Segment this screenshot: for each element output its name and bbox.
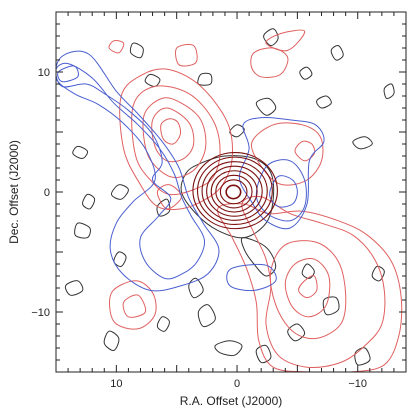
red-contour xyxy=(217,203,403,372)
black-contour xyxy=(197,72,213,86)
black-contour xyxy=(74,222,91,239)
red-contour xyxy=(265,29,306,52)
red-contour xyxy=(250,47,289,78)
black-contour xyxy=(352,136,373,150)
black-contour xyxy=(301,263,315,279)
black-contour xyxy=(354,347,371,366)
x-tick-label: −10 xyxy=(348,378,367,390)
black-contour xyxy=(383,83,395,100)
red-contour xyxy=(241,195,386,368)
black-contour xyxy=(111,184,129,200)
black-contour xyxy=(82,193,96,210)
x-tick-label: 0 xyxy=(234,378,240,390)
red-contour xyxy=(250,122,324,186)
black-contour xyxy=(316,95,332,109)
black-contour xyxy=(72,145,89,159)
y-tick-label: −10 xyxy=(31,307,50,319)
black-contour xyxy=(144,73,161,87)
black-contour xyxy=(64,280,84,296)
red-contour xyxy=(160,118,182,145)
black-contour xyxy=(330,44,344,61)
y-axis-label: Dec. Offset (J2000) xyxy=(7,140,21,244)
x-tick-label: 10 xyxy=(110,378,122,390)
black-contour xyxy=(255,97,277,116)
black-contour xyxy=(156,198,171,217)
blue-contour xyxy=(56,50,220,292)
black-contour xyxy=(156,316,170,332)
red-contour xyxy=(142,97,207,179)
black-contour xyxy=(371,265,385,282)
core-contour xyxy=(196,156,273,226)
red-contour xyxy=(269,240,347,340)
red-contour xyxy=(294,140,316,162)
axis-ticks xyxy=(55,11,407,373)
black-contour xyxy=(197,304,216,328)
core-contour xyxy=(206,165,263,217)
y-tick-label: 0 xyxy=(44,187,50,199)
blue-contour xyxy=(226,263,277,292)
black-contour xyxy=(188,277,204,299)
black-contour xyxy=(322,296,340,316)
red-contour xyxy=(109,280,157,330)
black-contour xyxy=(287,323,306,342)
blue-contour xyxy=(56,62,206,280)
black-contour xyxy=(299,66,313,80)
red-contour xyxy=(284,258,331,318)
black-contour xyxy=(214,340,243,357)
black-contour xyxy=(180,155,275,239)
contour-layer xyxy=(56,28,403,372)
black-contour xyxy=(229,124,245,138)
black-contour xyxy=(103,330,120,351)
red-contour xyxy=(151,107,195,163)
red-contour xyxy=(108,40,125,54)
black-contour xyxy=(255,344,272,364)
red-contour xyxy=(131,85,221,196)
y-tick-label: 10 xyxy=(38,67,50,79)
red-contour xyxy=(298,275,318,299)
blue-contour xyxy=(269,175,298,208)
core-peak xyxy=(225,184,242,200)
black-contour xyxy=(263,28,279,47)
core-contour xyxy=(219,179,248,205)
black-contour xyxy=(240,237,277,277)
core-contour xyxy=(192,152,278,230)
black-contour xyxy=(129,42,144,59)
blue-contour xyxy=(57,65,79,83)
red-contour xyxy=(119,68,234,211)
blue-contour xyxy=(238,116,325,230)
core-contour xyxy=(201,161,268,221)
core-contour xyxy=(210,170,258,213)
core-contour xyxy=(215,174,253,209)
red-contour xyxy=(175,43,198,67)
red-contour xyxy=(122,294,147,318)
x-axis-label: R.A. Offset (J2000) xyxy=(180,394,283,408)
